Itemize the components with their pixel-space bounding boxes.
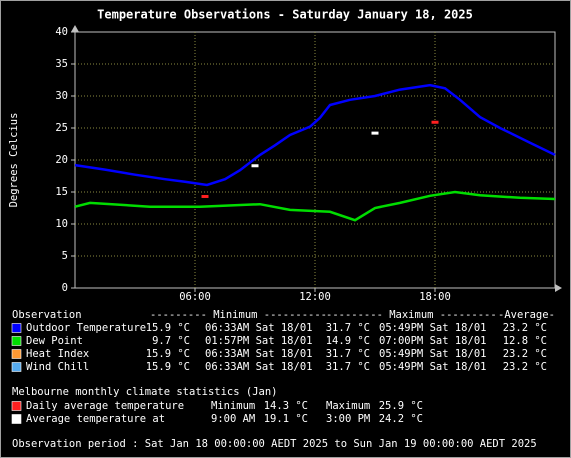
avg-value: 23.2 °C: [503, 361, 547, 373]
y-tick-label: 10: [55, 218, 68, 230]
max-time: 05:49PM Sat 18/01: [379, 322, 486, 334]
climate-value: 14.3 °C: [264, 400, 308, 412]
y-tick-label: 30: [55, 90, 68, 102]
y-axis-label: Degrees Celcius: [8, 113, 20, 208]
y-tick-label: 35: [55, 58, 68, 70]
climate-marker: [201, 194, 209, 198]
climate-label: 3:00 PM: [326, 413, 370, 425]
max-value: 31.7 °C: [326, 361, 370, 373]
series-line: [74, 83, 556, 187]
max-value: 14.9 °C: [326, 335, 370, 347]
series-name: Heat Index: [26, 348, 89, 360]
series-line: [74, 190, 556, 222]
x-tick-label: 06:00: [179, 291, 211, 303]
x-tick-label: 18:00: [419, 291, 451, 303]
climate-value: 19.1 °C: [264, 413, 308, 425]
x-tick-label: 12:00: [299, 291, 331, 303]
avg-value: 23.2 °C: [503, 348, 547, 360]
min-time: 06:33AM Sat 18/01: [205, 361, 312, 373]
climate-marker: [371, 131, 379, 135]
legend-swatch: [11, 323, 22, 333]
table-header: -Average-: [498, 309, 555, 321]
table-header: --------- Maximum ---------: [326, 309, 497, 321]
legend-swatch: [11, 349, 22, 359]
min-time: 01:57PM Sat 18/01: [205, 335, 312, 347]
y-tick-label: 40: [55, 26, 68, 38]
min-value: 15.9 °C: [146, 361, 190, 373]
climate-name: Daily average temperature: [26, 400, 184, 412]
chart-title: Temperature Observations - Saturday Janu…: [97, 8, 473, 22]
max-time: 05:49PM Sat 18/01: [379, 348, 486, 360]
y-tick-label: 5: [62, 250, 68, 262]
min-value: 15.9 °C: [146, 348, 190, 360]
y-tick-label: 20: [55, 154, 68, 166]
series-name: Outdoor Temperature: [26, 322, 146, 334]
x-arrow: [555, 284, 562, 292]
min-value: 15.9 °C: [146, 322, 190, 334]
min-time: 06:33AM Sat 18/01: [205, 348, 312, 360]
climate-marker: [431, 120, 439, 124]
series-name: Wind Chill: [26, 361, 89, 373]
y-arrow: [71, 25, 79, 32]
climate-label: Minimum: [211, 400, 255, 412]
series-name: Dew Point: [26, 335, 83, 347]
legend-swatch: [11, 336, 22, 346]
climate-label: 9:00 AM: [211, 413, 255, 425]
table-header: Observation: [12, 309, 82, 321]
table-header: --------- Minimum ----------: [150, 309, 327, 321]
legend-swatch: [11, 414, 22, 424]
climate-value: 25.9 °C: [379, 400, 423, 412]
legend-swatch: [11, 362, 22, 372]
climate-name: Average temperature at: [26, 413, 165, 425]
y-tick-label: 15: [55, 186, 68, 198]
avg-value: 23.2 °C: [503, 322, 547, 334]
climate-label: Maximum: [326, 400, 370, 412]
climate-title: Melbourne monthly climate statistics (Ja…: [12, 386, 278, 398]
legend-swatch: [11, 401, 22, 411]
max-value: 31.7 °C: [326, 348, 370, 360]
avg-value: 12.8 °C: [503, 335, 547, 347]
max-time: 07:00PM Sat 18/01: [379, 335, 486, 347]
footer: Observation period : Sat Jan 18 00:00:00…: [12, 438, 537, 450]
min-value: 9.7 °C: [152, 335, 190, 347]
y-tick-label: 25: [55, 122, 68, 134]
y-tick-label: 0: [62, 282, 68, 294]
climate-marker: [251, 164, 259, 168]
min-time: 06:33AM Sat 18/01: [205, 322, 312, 334]
climate-value: 24.2 °C: [379, 413, 423, 425]
max-time: 05:49PM Sat 18/01: [379, 361, 486, 373]
max-value: 31.7 °C: [326, 322, 370, 334]
